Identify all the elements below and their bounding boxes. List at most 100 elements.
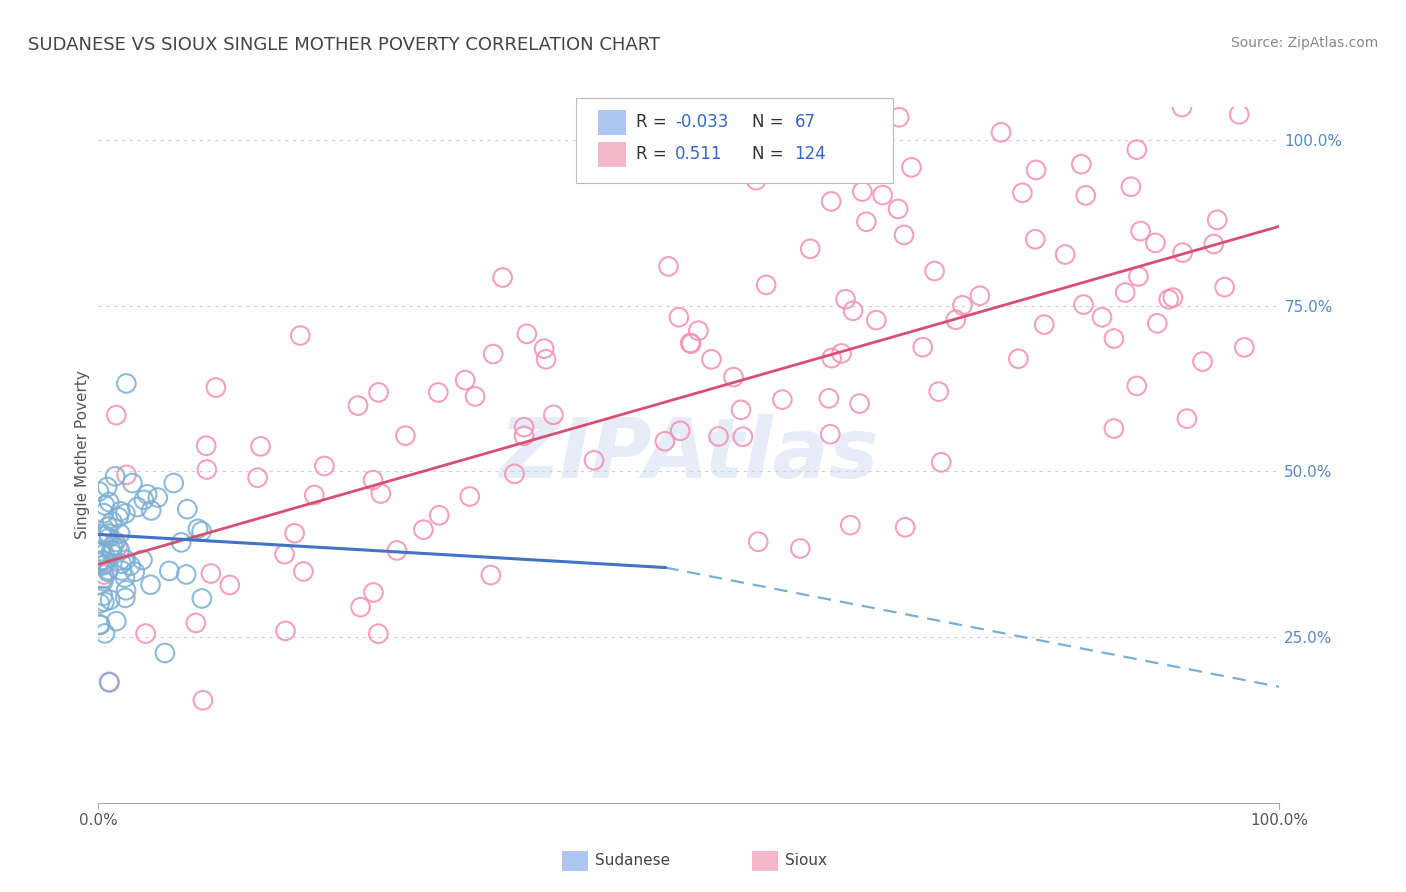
Point (1146, 316, 1168, 330)
Point (516, 326, 538, 341)
Point (370, 486, 392, 500)
Point (273, 547, 295, 561)
Point (894, 520, 917, 534)
Point (1033, 318, 1056, 332)
Point (1126, 143, 1149, 157)
Point (969, 288, 991, 302)
Point (97, 563, 120, 577)
Point (104, 535, 127, 549)
Point (96, 480, 118, 494)
Point (127, 500, 149, 514)
Text: Source: ZipAtlas.com: Source: ZipAtlas.com (1230, 36, 1378, 50)
Point (98, 495, 121, 509)
Point (191, 693, 214, 707)
Point (679, 336, 702, 351)
Point (91, 589, 114, 603)
Point (349, 600, 371, 615)
Point (114, 553, 136, 567)
Point (115, 467, 138, 482)
Point (93, 567, 115, 582)
Point (834, 293, 856, 307)
Point (1144, 235, 1167, 250)
Point (98, 592, 121, 607)
Point (945, 312, 967, 326)
Point (101, 539, 124, 553)
Point (114, 507, 136, 521)
Point (851, 185, 873, 199)
Text: N =: N = (752, 145, 783, 163)
Point (924, 264, 946, 278)
Point (533, 342, 555, 356)
Point (668, 310, 690, 325)
Point (1233, 340, 1256, 354)
Point (848, 396, 870, 410)
Point (97, 526, 120, 541)
Point (1171, 100, 1194, 114)
Point (367, 626, 389, 640)
Point (91, 572, 114, 586)
Point (200, 566, 222, 581)
Point (654, 434, 676, 449)
Point (669, 424, 692, 438)
Point (153, 646, 176, 660)
Point (821, 351, 844, 365)
Point (454, 373, 477, 387)
Point (90, 544, 112, 558)
Point (842, 303, 865, 318)
Point (131, 553, 153, 567)
Point (249, 439, 271, 453)
Point (513, 429, 536, 443)
Point (304, 488, 326, 502)
Point (503, 467, 526, 481)
Point (513, 420, 536, 434)
Point (89, 617, 111, 632)
Point (543, 408, 565, 422)
Point (928, 384, 950, 399)
Point (681, 336, 703, 351)
Point (94, 626, 117, 640)
Point (893, 227, 915, 242)
Point (195, 439, 218, 453)
Point (120, 558, 142, 573)
Point (163, 476, 186, 491)
Point (146, 491, 169, 505)
Point (1175, 411, 1198, 425)
Point (110, 557, 132, 571)
Point (91, 558, 114, 573)
Point (121, 476, 143, 491)
Text: 0.511: 0.511 (675, 145, 723, 163)
Point (361, 473, 384, 487)
Point (111, 564, 134, 578)
Point (1157, 292, 1180, 306)
Point (89, 618, 111, 632)
Point (1191, 354, 1213, 368)
Text: R =: R = (636, 145, 666, 163)
Point (799, 242, 821, 256)
Point (367, 385, 389, 400)
Point (929, 455, 952, 469)
Point (190, 524, 212, 539)
Point (347, 399, 370, 413)
Point (834, 122, 856, 136)
Point (101, 547, 124, 561)
Point (132, 492, 155, 507)
Point (427, 508, 450, 523)
Point (94, 528, 117, 542)
Point (124, 565, 146, 579)
Point (110, 504, 132, 518)
Point (872, 188, 894, 202)
Point (1007, 351, 1029, 366)
Point (831, 346, 853, 360)
Point (115, 583, 138, 598)
Point (747, 534, 769, 549)
Point (818, 392, 841, 406)
Point (97, 565, 120, 579)
Point (1129, 224, 1152, 238)
Point (93, 506, 115, 520)
Point (700, 352, 723, 367)
Point (745, 173, 768, 187)
Point (170, 535, 193, 549)
Point (479, 568, 502, 582)
Point (274, 624, 297, 638)
Point (887, 202, 910, 216)
